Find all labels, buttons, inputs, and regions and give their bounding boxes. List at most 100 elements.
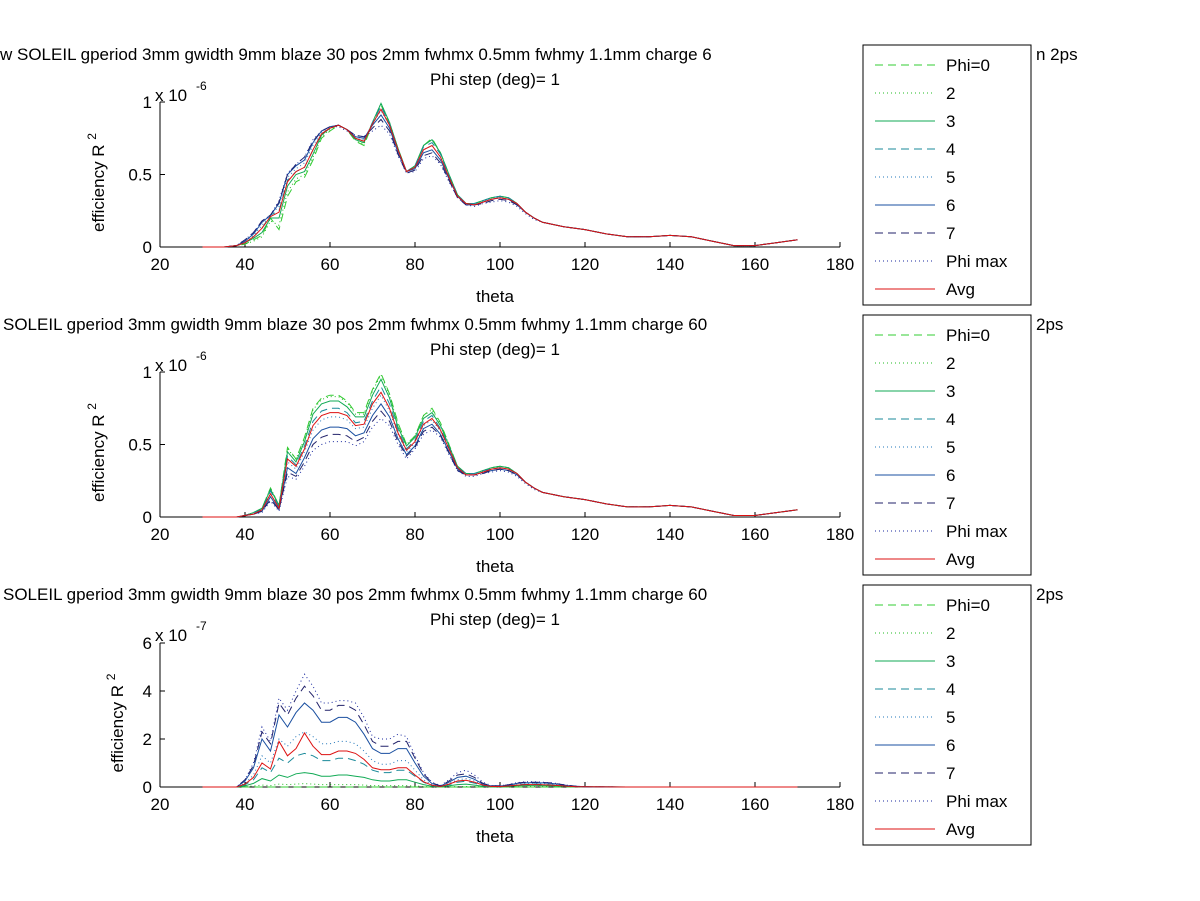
x-tick-label: 120 — [571, 795, 599, 814]
x-tick-label: 120 — [571, 255, 599, 274]
series-line-phi-max — [202, 673, 798, 788]
chart-panel-3: SOLEIL gperiod 3mm gwidth 9mm blaze 30 p… — [3, 584, 1063, 846]
chart-subtitle: Phi step (deg)= 1 — [430, 70, 560, 89]
chart-subtitle: Phi step (deg)= 1 — [430, 340, 560, 359]
legend-label: Avg — [946, 280, 975, 299]
legend-label: Phi=0 — [946, 326, 990, 345]
x-tick-label: 160 — [741, 525, 769, 544]
x-tick-label: 140 — [656, 525, 684, 544]
legend-box — [862, 584, 1032, 846]
x-tick-label: 60 — [321, 795, 340, 814]
x-tick-label: 180 — [826, 525, 854, 544]
x-tick-label: 40 — [236, 795, 255, 814]
exponent-label: x 10 — [155, 86, 187, 105]
legend-label: 5 — [946, 168, 955, 187]
legend-label: 5 — [946, 708, 955, 727]
legend-label: 3 — [946, 112, 955, 131]
x-tick-label: 80 — [406, 255, 425, 274]
y-tick-label: 2 — [143, 730, 152, 749]
legend-label: 4 — [946, 410, 955, 429]
legend-label: 7 — [946, 764, 955, 783]
legend-label: 2 — [946, 84, 955, 103]
exponent-label: x 10 — [155, 626, 187, 645]
series-line-7 — [202, 118, 798, 248]
legend: Phi=0 2 3 4 5 6 7 Phi max Avg — [862, 44, 1032, 306]
y-tick-label: 1 — [143, 363, 152, 382]
x-tick-label: 60 — [321, 525, 340, 544]
exponent-label: x 10 — [155, 356, 187, 375]
x-tick-label: 140 — [656, 255, 684, 274]
y-tick-label: 1 — [143, 93, 152, 112]
legend-label: 3 — [946, 382, 955, 401]
legend-label: 4 — [946, 680, 955, 699]
y-tick-label: 0.5 — [128, 166, 152, 185]
x-tick-label: 100 — [486, 795, 514, 814]
chart-title-tail: 2ps — [1036, 585, 1063, 604]
y-tick-label: 0 — [143, 778, 152, 797]
y-tick-label: 0 — [143, 238, 152, 257]
legend-label: Phi=0 — [946, 596, 990, 615]
x-axis-label: theta — [476, 287, 514, 306]
legend-label: Phi max — [946, 792, 1008, 811]
y-axis-label-main: efficiency R — [108, 680, 127, 772]
x-tick-label: 160 — [741, 255, 769, 274]
x-tick-label: 80 — [406, 525, 425, 544]
x-tick-label: 20 — [151, 255, 170, 274]
y-axis-label-superscript: 2 — [85, 133, 99, 140]
exponent-superscript: -7 — [196, 619, 207, 633]
legend-label: Phi max — [946, 522, 1008, 541]
x-tick-label: 20 — [151, 795, 170, 814]
y-axis-label-main: efficiency R — [89, 410, 108, 502]
x-axis-label: theta — [476, 557, 514, 576]
y-tick-label: 0 — [143, 508, 152, 527]
legend-label: 2 — [946, 354, 955, 373]
chart-title-tail: n 2ps — [1036, 45, 1078, 64]
legend-label: 7 — [946, 494, 955, 513]
legend-box — [862, 314, 1032, 576]
x-tick-label: 120 — [571, 525, 599, 544]
x-tick-label: 60 — [321, 255, 340, 274]
x-tick-label: 40 — [236, 255, 255, 274]
y-axis-label: efficiency R 2 — [85, 403, 108, 502]
x-tick-label: 100 — [486, 255, 514, 274]
legend-label: 2 — [946, 624, 955, 643]
y-tick-label: 0.5 — [128, 436, 152, 455]
chart-title: SOLEIL gperiod 3mm gwidth 9mm blaze 30 p… — [3, 585, 707, 604]
legend-label: Phi=0 — [946, 56, 990, 75]
chart-panel-1: w SOLEIL gperiod 3mm gwidth 9mm blaze 30… — [0, 44, 1078, 306]
exponent-superscript: -6 — [196, 79, 207, 93]
chart-title-tail: 2ps — [1036, 315, 1063, 334]
x-tick-label: 160 — [741, 795, 769, 814]
exponent-superscript: -6 — [196, 349, 207, 363]
y-axis-label: efficiency R 2 — [85, 133, 108, 232]
series-line-avg — [202, 732, 798, 788]
x-tick-label: 180 — [826, 255, 854, 274]
y-tick-label: 4 — [143, 682, 152, 701]
y-axis-label: efficiency R 2 — [104, 673, 127, 772]
y-axis-label-superscript: 2 — [104, 673, 118, 680]
y-axis-label-main: efficiency R — [89, 140, 108, 232]
y-tick-label: 6 — [143, 634, 152, 653]
legend-label: 6 — [946, 196, 955, 215]
x-tick-label: 180 — [826, 795, 854, 814]
legend: Phi=0 2 3 4 5 6 7 Phi max Avg — [862, 314, 1032, 576]
legend-label: 6 — [946, 736, 955, 755]
chart-subtitle: Phi step (deg)= 1 — [430, 610, 560, 629]
legend-label: 7 — [946, 224, 955, 243]
chart-panel-2: SOLEIL gperiod 3mm gwidth 9mm blaze 30 p… — [3, 314, 1063, 576]
x-tick-label: 20 — [151, 525, 170, 544]
chart-title: w SOLEIL gperiod 3mm gwidth 9mm blaze 30… — [0, 45, 712, 64]
series-line-2 — [202, 373, 798, 518]
chart-title: SOLEIL gperiod 3mm gwidth 9mm blaze 30 p… — [3, 315, 707, 334]
legend-label: Avg — [946, 550, 975, 569]
x-tick-label: 80 — [406, 795, 425, 814]
legend-label: 3 — [946, 652, 955, 671]
x-axis-label: theta — [476, 827, 514, 846]
legend-label: 5 — [946, 438, 955, 457]
legend-label: 6 — [946, 466, 955, 485]
series-line-avg — [202, 108, 798, 248]
legend-label: Phi max — [946, 252, 1008, 271]
legend-box — [862, 44, 1032, 306]
y-axis-label-superscript: 2 — [85, 403, 99, 410]
